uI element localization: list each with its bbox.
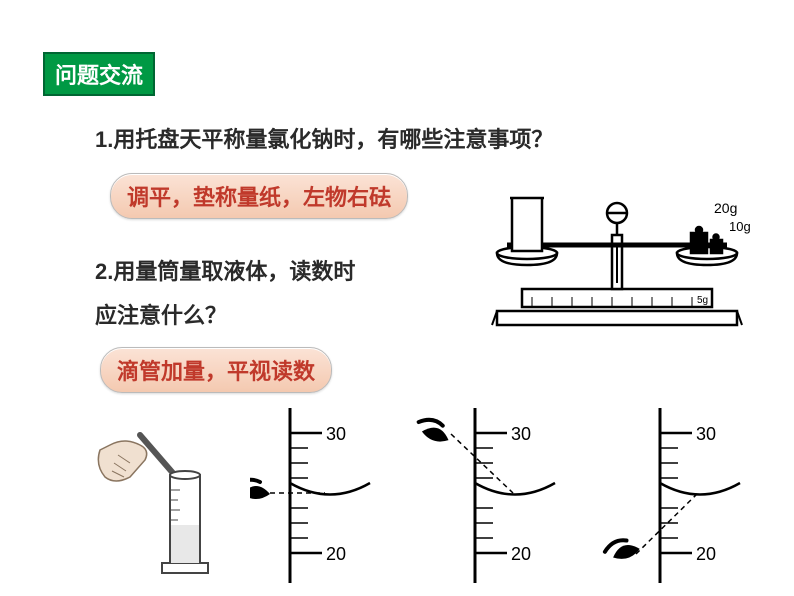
ruler-label: 5g xyxy=(697,295,708,306)
reading-view-eye-level xyxy=(250,408,370,583)
question-1-text: 1.用托盘天平称量氯化钠时，有哪些注意事项？ xyxy=(95,122,553,154)
answer-1-pill: 调平，垫称量纸，左物右砝 xyxy=(110,173,408,219)
answer-2-pill: 滴管加量，平视读数 xyxy=(100,347,332,393)
balance-scale-diagram: 5g 20g 10g xyxy=(467,153,767,333)
question-2-line1: 2.用量筒量取液体，读数时 xyxy=(95,259,355,284)
reading-view-looking-up xyxy=(603,408,740,583)
section-header-badge: 问题交流 xyxy=(43,52,155,96)
cylinder-reading-diagram: 30 20 xyxy=(250,398,790,593)
reading-view-looking-down xyxy=(415,408,555,583)
cylinder-pouring-diagram xyxy=(90,405,240,580)
weight-20g-label: 20g xyxy=(714,200,737,216)
question-2-text: 2.用量筒量取液体，读数时 应注意什么？ xyxy=(95,250,355,338)
question-2-line2: 应注意什么？ xyxy=(95,303,227,328)
weight-10g-label: 10g xyxy=(729,219,751,234)
